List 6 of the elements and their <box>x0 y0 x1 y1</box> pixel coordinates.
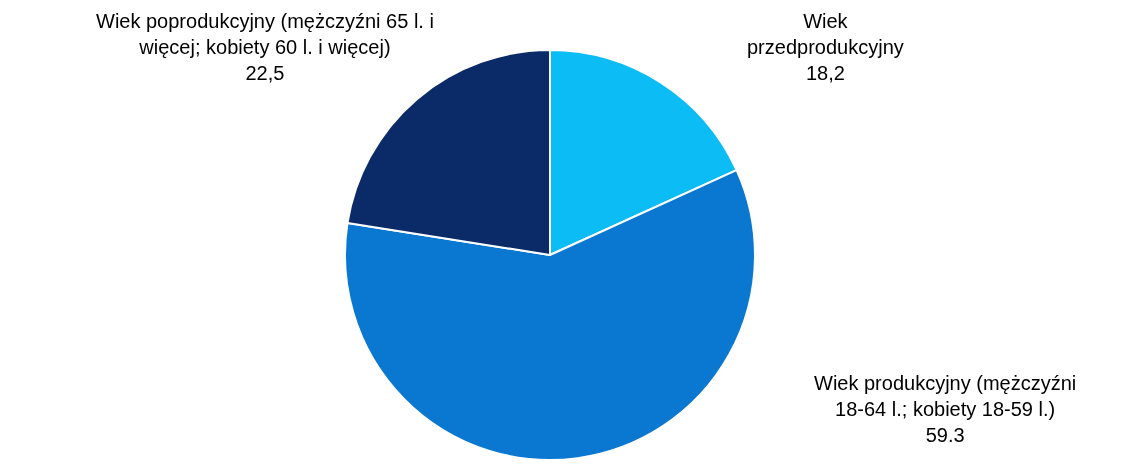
slice-label: Wiek przedprodukcyjny <box>747 10 904 58</box>
data-label: 18,2 <box>805 62 845 84</box>
slice-label: Wiek produkcyjny (mężczyźni 18-64 l.; kobiety 18-59 l.) <box>814 372 1077 420</box>
slice-label: Wiek poprodukcyjny (mężczyźni 65 l. i więcej; kobiety 60 l. i więcej) <box>96 10 434 58</box>
data-label: 22,5 <box>245 62 285 84</box>
data-label: 59.3 <box>925 424 965 446</box>
